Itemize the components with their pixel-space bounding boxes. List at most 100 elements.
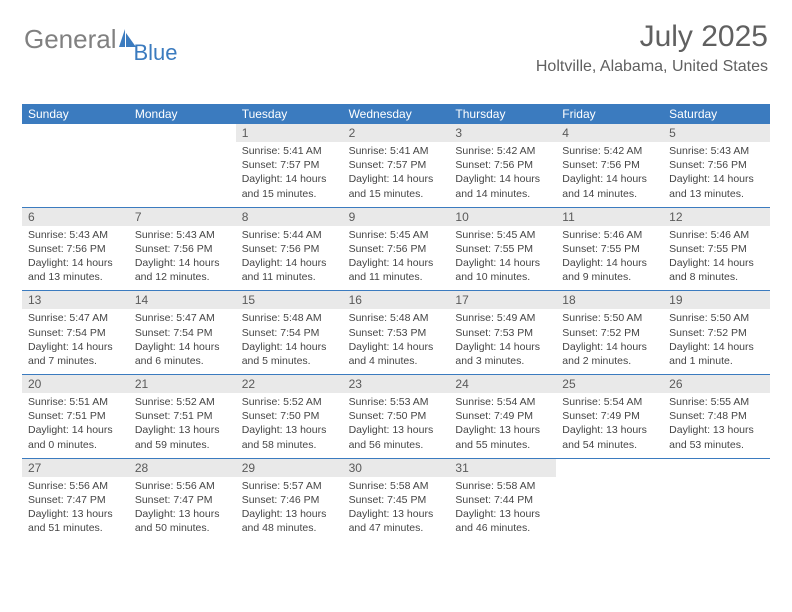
daylight-line: Daylight: 13 hours and 58 minutes. (242, 423, 337, 451)
calendar-cell: 15Sunrise: 5:48 AMSunset: 7:54 PMDayligh… (236, 291, 343, 374)
calendar-cell: 12Sunrise: 5:46 AMSunset: 7:55 PMDayligh… (663, 208, 770, 291)
sunrise-line: Sunrise: 5:51 AM (28, 395, 123, 409)
calendar-cell: 19Sunrise: 5:50 AMSunset: 7:52 PMDayligh… (663, 291, 770, 374)
sunrise-line: Sunrise: 5:56 AM (135, 479, 230, 493)
sunrise-line: Sunrise: 5:53 AM (349, 395, 444, 409)
daylight-line: Daylight: 13 hours and 53 minutes. (669, 423, 764, 451)
calendar-cell: 11Sunrise: 5:46 AMSunset: 7:55 PMDayligh… (556, 208, 663, 291)
calendar-cell: 4Sunrise: 5:42 AMSunset: 7:56 PMDaylight… (556, 124, 663, 207)
sunset-line: Sunset: 7:49 PM (562, 409, 657, 423)
daylight-line: Daylight: 13 hours and 47 minutes. (349, 507, 444, 535)
day-body: Sunrise: 5:42 AMSunset: 7:56 PMDaylight:… (556, 142, 663, 207)
weekday-header: Wednesday (343, 104, 450, 124)
day-body: Sunrise: 5:41 AMSunset: 7:57 PMDaylight:… (343, 142, 450, 207)
day-body: Sunrise: 5:51 AMSunset: 7:51 PMDaylight:… (22, 393, 129, 458)
daylight-line: Daylight: 13 hours and 59 minutes. (135, 423, 230, 451)
day-number: 24 (449, 375, 556, 393)
week-row: 1Sunrise: 5:41 AMSunset: 7:57 PMDaylight… (22, 124, 770, 207)
sunrise-line: Sunrise: 5:41 AM (242, 144, 337, 158)
calendar-cell: 14Sunrise: 5:47 AMSunset: 7:54 PMDayligh… (129, 291, 236, 374)
day-number: 13 (22, 291, 129, 309)
sunrise-line: Sunrise: 5:45 AM (349, 228, 444, 242)
sunrise-line: Sunrise: 5:55 AM (669, 395, 764, 409)
sunrise-line: Sunrise: 5:46 AM (669, 228, 764, 242)
weekday-header: Saturday (663, 104, 770, 124)
daylight-line: Daylight: 14 hours and 7 minutes. (28, 340, 123, 368)
daylight-line: Daylight: 13 hours and 51 minutes. (28, 507, 123, 535)
day-number: 27 (22, 459, 129, 477)
sunrise-line: Sunrise: 5:47 AM (28, 311, 123, 325)
brand-word1: General (24, 24, 117, 55)
day-body: Sunrise: 5:41 AMSunset: 7:57 PMDaylight:… (236, 142, 343, 207)
day-body: Sunrise: 5:50 AMSunset: 7:52 PMDaylight:… (556, 309, 663, 374)
day-body: Sunrise: 5:54 AMSunset: 7:49 PMDaylight:… (556, 393, 663, 458)
day-number: 5 (663, 124, 770, 142)
day-number: 9 (343, 208, 450, 226)
sunrise-line: Sunrise: 5:56 AM (28, 479, 123, 493)
sunset-line: Sunset: 7:53 PM (349, 326, 444, 340)
calendar-cell (129, 124, 236, 207)
daylight-line: Daylight: 14 hours and 8 minutes. (669, 256, 764, 284)
sunset-line: Sunset: 7:56 PM (669, 158, 764, 172)
daylight-line: Daylight: 14 hours and 5 minutes. (242, 340, 337, 368)
day-body: Sunrise: 5:43 AMSunset: 7:56 PMDaylight:… (22, 226, 129, 291)
calendar-cell: 9Sunrise: 5:45 AMSunset: 7:56 PMDaylight… (343, 208, 450, 291)
sunset-line: Sunset: 7:57 PM (242, 158, 337, 172)
sunset-line: Sunset: 7:50 PM (242, 409, 337, 423)
daylight-line: Daylight: 13 hours and 56 minutes. (349, 423, 444, 451)
calendar-cell (663, 459, 770, 542)
daylight-line: Daylight: 13 hours and 48 minutes. (242, 507, 337, 535)
calendar-cell: 24Sunrise: 5:54 AMSunset: 7:49 PMDayligh… (449, 375, 556, 458)
day-body: Sunrise: 5:53 AMSunset: 7:50 PMDaylight:… (343, 393, 450, 458)
sunrise-line: Sunrise: 5:42 AM (562, 144, 657, 158)
sunset-line: Sunset: 7:45 PM (349, 493, 444, 507)
sunrise-line: Sunrise: 5:57 AM (242, 479, 337, 493)
sunset-line: Sunset: 7:44 PM (455, 493, 550, 507)
day-body: Sunrise: 5:50 AMSunset: 7:52 PMDaylight:… (663, 309, 770, 374)
sunset-line: Sunset: 7:50 PM (349, 409, 444, 423)
sunrise-line: Sunrise: 5:43 AM (135, 228, 230, 242)
sunset-line: Sunset: 7:56 PM (349, 242, 444, 256)
day-body: Sunrise: 5:47 AMSunset: 7:54 PMDaylight:… (22, 309, 129, 374)
daylight-line: Daylight: 13 hours and 55 minutes. (455, 423, 550, 451)
day-number: 20 (22, 375, 129, 393)
day-body: Sunrise: 5:55 AMSunset: 7:48 PMDaylight:… (663, 393, 770, 458)
location-text: Holtville, Alabama, United States (536, 58, 768, 76)
sunset-line: Sunset: 7:54 PM (28, 326, 123, 340)
day-number: 3 (449, 124, 556, 142)
calendar-cell: 18Sunrise: 5:50 AMSunset: 7:52 PMDayligh… (556, 291, 663, 374)
day-body: Sunrise: 5:43 AMSunset: 7:56 PMDaylight:… (663, 142, 770, 207)
sunset-line: Sunset: 7:49 PM (455, 409, 550, 423)
daylight-line: Daylight: 14 hours and 11 minutes. (349, 256, 444, 284)
calendar-cell: 7Sunrise: 5:43 AMSunset: 7:56 PMDaylight… (129, 208, 236, 291)
day-number: 21 (129, 375, 236, 393)
day-body: Sunrise: 5:48 AMSunset: 7:53 PMDaylight:… (343, 309, 450, 374)
calendar-cell (22, 124, 129, 207)
sunset-line: Sunset: 7:51 PM (28, 409, 123, 423)
sunset-line: Sunset: 7:57 PM (349, 158, 444, 172)
week-row: 13Sunrise: 5:47 AMSunset: 7:54 PMDayligh… (22, 290, 770, 374)
sunrise-line: Sunrise: 5:43 AM (28, 228, 123, 242)
day-body: Sunrise: 5:45 AMSunset: 7:56 PMDaylight:… (343, 226, 450, 291)
daylight-line: Daylight: 14 hours and 14 minutes. (455, 172, 550, 200)
sunset-line: Sunset: 7:54 PM (135, 326, 230, 340)
day-number: 6 (22, 208, 129, 226)
weekday-header: Monday (129, 104, 236, 124)
day-body: Sunrise: 5:49 AMSunset: 7:53 PMDaylight:… (449, 309, 556, 374)
sunrise-line: Sunrise: 5:58 AM (455, 479, 550, 493)
day-number: 19 (663, 291, 770, 309)
sunset-line: Sunset: 7:46 PM (242, 493, 337, 507)
sunrise-line: Sunrise: 5:52 AM (135, 395, 230, 409)
calendar-cell: 1Sunrise: 5:41 AMSunset: 7:57 PMDaylight… (236, 124, 343, 207)
daylight-line: Daylight: 14 hours and 14 minutes. (562, 172, 657, 200)
sunrise-line: Sunrise: 5:58 AM (349, 479, 444, 493)
day-number: 29 (236, 459, 343, 477)
sunset-line: Sunset: 7:53 PM (455, 326, 550, 340)
daylight-line: Daylight: 14 hours and 9 minutes. (562, 256, 657, 284)
sunrise-line: Sunrise: 5:48 AM (349, 311, 444, 325)
day-body: Sunrise: 5:58 AMSunset: 7:45 PMDaylight:… (343, 477, 450, 542)
sunset-line: Sunset: 7:55 PM (669, 242, 764, 256)
calendar-cell: 22Sunrise: 5:52 AMSunset: 7:50 PMDayligh… (236, 375, 343, 458)
weekday-header: Tuesday (236, 104, 343, 124)
day-body: Sunrise: 5:48 AMSunset: 7:54 PMDaylight:… (236, 309, 343, 374)
